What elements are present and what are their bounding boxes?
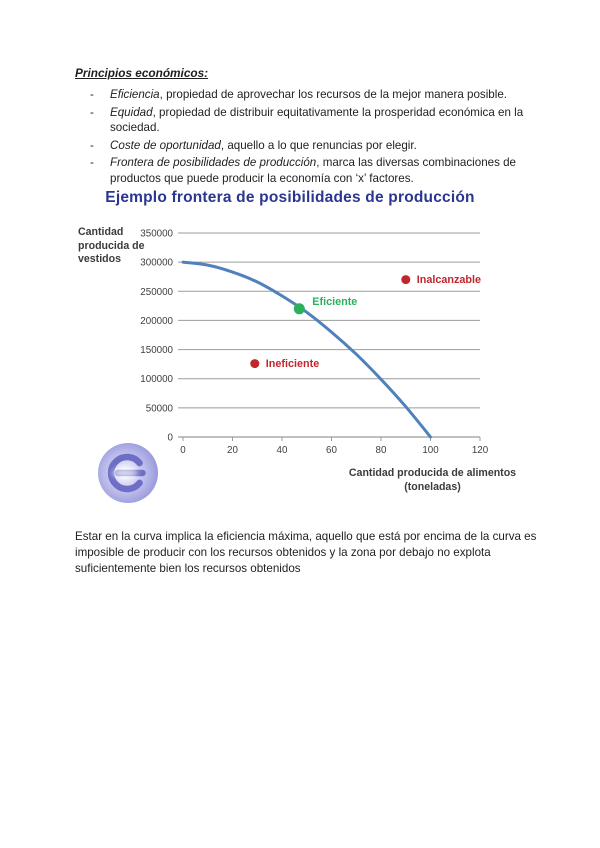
chart-title: Ejemplo frontera de posibilidades de pro… [105, 189, 475, 206]
bullet-term: Frontera de posibilidades de producción [110, 156, 317, 170]
list-item: - Frontera de posibilidades de producció… [75, 155, 537, 186]
x-tick-label: 80 [376, 445, 387, 456]
x-tick-label: 40 [277, 445, 288, 456]
bullet-text: , aquello a lo que renuncias por elegir. [220, 138, 417, 152]
x-tick-label: 120 [472, 445, 489, 456]
y-tick-label: 250000 [140, 287, 173, 298]
marker-label-inalcanzable: Inalcanzable [417, 274, 481, 286]
x-tick-label: 60 [326, 445, 337, 456]
bullet-dash: - [90, 88, 94, 101]
list-item: - Equidad, propiedad de distribuir equit… [75, 105, 537, 136]
bullet-list: - Eficiencia, propiedad de aprovechar lo… [75, 87, 537, 187]
y-tick-label: 300000 [140, 258, 173, 269]
bullet-dash: - [90, 105, 94, 119]
marker-dot-ineficiente [250, 359, 260, 369]
marker-dot-inalcanzable [401, 275, 411, 285]
y-axis-label: Cantidad producida de vestidos [78, 226, 145, 265]
list-item: - Coste de oportunidad, aquello a lo que… [75, 138, 537, 154]
bullet-text: , propiedad de aprovechar los recursos d… [159, 88, 507, 101]
y-tick-label: 50000 [146, 403, 174, 414]
y-tick-label: 100000 [140, 374, 173, 385]
page-title: Principios económicos: [75, 66, 209, 80]
bullet-dash: - [90, 138, 94, 152]
y-tick-label: 150000 [140, 345, 173, 356]
y-tick-label: 200000 [140, 316, 173, 327]
x-tick-label: 100 [422, 445, 439, 456]
x-tick-label: 20 [227, 445, 238, 456]
marker-label-ineficiente: Ineficiente [266, 358, 319, 370]
bullet-term: Eficiencia [110, 88, 160, 101]
bullet-term: Equidad [110, 105, 153, 119]
ppf-chart-plot: 0 50000 100000 150000 200000 250000 300000 3500… [140, 229, 489, 457]
list-item: - Eficiencia, propiedad de aprovechar lo… [75, 87, 537, 103]
x-tick-label: 0 [180, 445, 186, 456]
bullet-text: , marca las diversas combinaciones de pr… [110, 156, 517, 185]
power-logo-icon [98, 443, 158, 503]
bullet-term: Coste de oportunidad [110, 138, 221, 152]
bullet-dash: - [90, 156, 94, 170]
bullet-text: , propiedad de distribuir equitativament… [110, 105, 524, 135]
y-tick-label: 0 [168, 433, 174, 444]
marker-dot-eficiente [293, 303, 305, 315]
marker-label-eficiente: Eficiente [312, 296, 357, 308]
footer-paragraph: Estar en la curva implica la eficiencia … [75, 530, 537, 575]
x-axis-label: Cantidad producida de alimentos (tonelad… [348, 467, 517, 493]
y-tick-label: 350000 [140, 229, 173, 240]
notes-section: Principios económicos: - Eficiencia, pro… [75, 66, 537, 189]
ppf-curve [181, 260, 432, 439]
